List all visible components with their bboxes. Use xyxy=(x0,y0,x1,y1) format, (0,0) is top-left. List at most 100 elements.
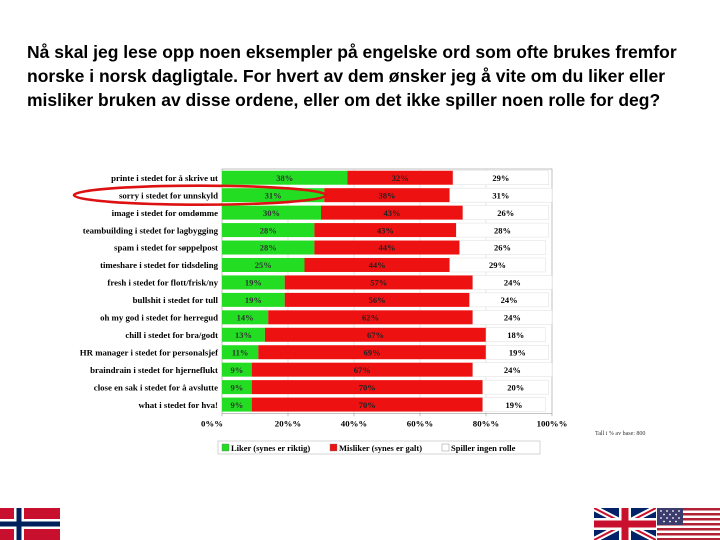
data-label: 18% xyxy=(507,330,524,340)
data-label: 44% xyxy=(379,243,396,253)
legend-label: Liker (synes er riktig) xyxy=(231,443,310,453)
category-label: printe i stedet for å skrive ut xyxy=(111,173,218,183)
category-label: close en sak i stedet for å avslutte xyxy=(94,382,218,392)
legend-label: Misliker (synes er galt) xyxy=(339,443,422,453)
bar-segment xyxy=(284,275,473,290)
data-label: 26% xyxy=(494,243,511,253)
category-label: sorry i stedet for unnskyld xyxy=(119,190,218,200)
bar-segment xyxy=(222,223,315,238)
bar-segment xyxy=(268,310,473,325)
x-tick-label: 0%% xyxy=(201,418,223,428)
data-label: 70% xyxy=(359,382,376,392)
bar-segment xyxy=(456,222,549,238)
data-label: 29% xyxy=(489,260,506,270)
data-label: 19% xyxy=(245,278,262,288)
category-label: teambuilding i stedet for lagbygging xyxy=(83,225,219,235)
category-label: fresh i stedet for flott/frisk/ny xyxy=(107,278,218,288)
highlight-ellipse xyxy=(72,184,328,206)
legend-swatch xyxy=(329,443,338,452)
data-label: 32% xyxy=(392,173,409,183)
x-tick-label: 100%% xyxy=(537,418,568,428)
data-label: 24% xyxy=(501,295,518,305)
x-tick-label: 40%% xyxy=(341,418,367,428)
bar-segment xyxy=(264,327,486,342)
data-label: 19% xyxy=(506,400,523,410)
legend-swatch xyxy=(441,443,450,452)
bar-segment xyxy=(482,379,549,395)
category-label: HR manager i stedet for personalsjef xyxy=(80,347,219,357)
bar-segment xyxy=(222,345,259,360)
bar-segment xyxy=(482,397,546,412)
data-label: 57% xyxy=(370,278,387,288)
data-label: 67% xyxy=(367,330,384,340)
norway-flag-icon xyxy=(0,508,60,540)
data-label: 19% xyxy=(245,295,262,305)
category-label: image i stedet for omdømme xyxy=(112,208,218,218)
data-label: 13% xyxy=(235,330,252,340)
data-label: 67% xyxy=(354,365,371,375)
category-label: spam i stedet for søppelpost xyxy=(114,243,218,253)
data-label: 43% xyxy=(383,208,400,218)
data-label: 56% xyxy=(369,295,386,305)
data-label: 70% xyxy=(359,400,376,410)
bar-segment xyxy=(222,292,285,307)
bar-segment xyxy=(321,205,463,220)
bar-segment xyxy=(222,397,252,412)
bar-segment xyxy=(251,380,483,395)
data-label: 20% xyxy=(507,382,524,392)
category-label: bullshit i stedet for tull xyxy=(133,295,219,305)
category-label: timeshare i stedet for tidsdeling xyxy=(100,260,219,270)
bar-segment xyxy=(485,344,549,360)
data-label: 28% xyxy=(260,243,277,253)
uk-flag-icon xyxy=(594,508,656,540)
bar-segment xyxy=(222,310,269,325)
bar-segment xyxy=(459,240,546,255)
data-label: 26% xyxy=(497,208,514,218)
data-label: 30% xyxy=(263,208,280,218)
bar-segment xyxy=(251,362,473,377)
data-label: 24% xyxy=(504,365,521,375)
bar-segment xyxy=(469,292,549,308)
data-label: 24% xyxy=(504,313,521,323)
legend-label: Spiller ingen rolle xyxy=(451,443,516,453)
x-tick-label: 80%% xyxy=(473,418,499,428)
category-label: what i stedet for hva! xyxy=(139,400,219,410)
data-label: 9% xyxy=(230,400,243,410)
data-label: 31% xyxy=(265,190,282,200)
data-label: 9% xyxy=(230,365,243,375)
data-label: 29% xyxy=(492,173,509,183)
category-label: braindrain i stedet for hjerneflukt xyxy=(90,365,218,375)
bar-segment xyxy=(222,275,285,290)
data-label: 38% xyxy=(276,173,293,183)
bar-segment xyxy=(258,345,486,360)
bar-segment xyxy=(472,275,553,290)
base-note: Tall i % av base: 800 xyxy=(595,431,645,437)
bar-segment xyxy=(222,380,252,395)
bar-segment xyxy=(472,310,553,325)
bar-segment xyxy=(222,170,348,185)
bar-segment xyxy=(472,362,553,377)
data-label: 31% xyxy=(492,190,509,200)
data-label: 62% xyxy=(362,313,379,323)
bar-segment xyxy=(314,223,457,238)
bar-segment xyxy=(347,170,453,185)
bar-segment xyxy=(222,362,252,377)
category-label: oh my god i stedet for herregud xyxy=(100,313,218,323)
data-label: 19% xyxy=(509,347,526,357)
x-tick-label: 20%% xyxy=(275,418,301,428)
data-label: 69% xyxy=(364,347,381,357)
data-label: 25% xyxy=(255,260,272,270)
question-text: Nå skal jeg lese opp noen eksempler på e… xyxy=(27,42,677,110)
us-flag-icon xyxy=(657,508,720,540)
bar-segment xyxy=(251,397,483,412)
bar-segment xyxy=(222,205,321,220)
bar-segment xyxy=(314,240,460,255)
bar-segment xyxy=(222,327,265,342)
data-label: 11% xyxy=(232,347,249,357)
bar-segment xyxy=(449,257,546,273)
bar-segment xyxy=(485,327,546,343)
legend-box xyxy=(217,440,541,455)
legend-swatch xyxy=(221,443,230,452)
data-label: 44% xyxy=(369,260,386,270)
